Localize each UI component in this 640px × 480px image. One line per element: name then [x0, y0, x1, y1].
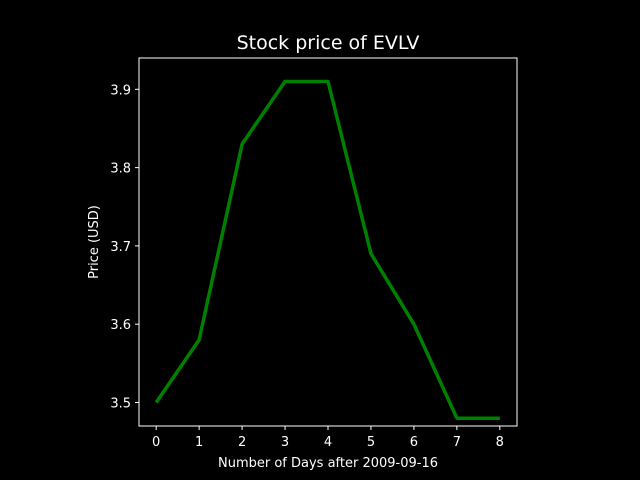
y-tick-label: 3.7 [110, 240, 131, 255]
x-axis-label: Number of Days after 2009-09-16 [218, 456, 438, 471]
x-tick-label: 1 [195, 435, 203, 450]
x-tick-label: 0 [152, 435, 160, 450]
x-axis: 0 1 2 3 4 5 6 7 8 [152, 426, 504, 450]
x-tick-label: 7 [453, 435, 461, 450]
y-tick-label: 3.9 [110, 83, 131, 98]
x-tick-label: 3 [281, 435, 289, 450]
chart-title: Stock price of EVLV [237, 32, 420, 54]
x-tick-label: 5 [367, 435, 375, 450]
y-axis-label: Price (USD) [87, 205, 102, 279]
y-tick-label: 3.5 [110, 397, 131, 412]
y-axis: 3.5 3.6 3.7 3.8 3.9 [110, 83, 139, 412]
x-tick-label: 8 [496, 435, 504, 450]
x-tick-label: 4 [324, 435, 332, 450]
y-tick-label: 3.8 [110, 162, 131, 177]
y-tick-label: 3.6 [110, 318, 131, 333]
plot-area-frame [138, 57, 518, 427]
x-tick-label: 2 [238, 435, 246, 450]
price-line [154, 79, 500, 420]
x-tick-label: 6 [410, 435, 418, 450]
